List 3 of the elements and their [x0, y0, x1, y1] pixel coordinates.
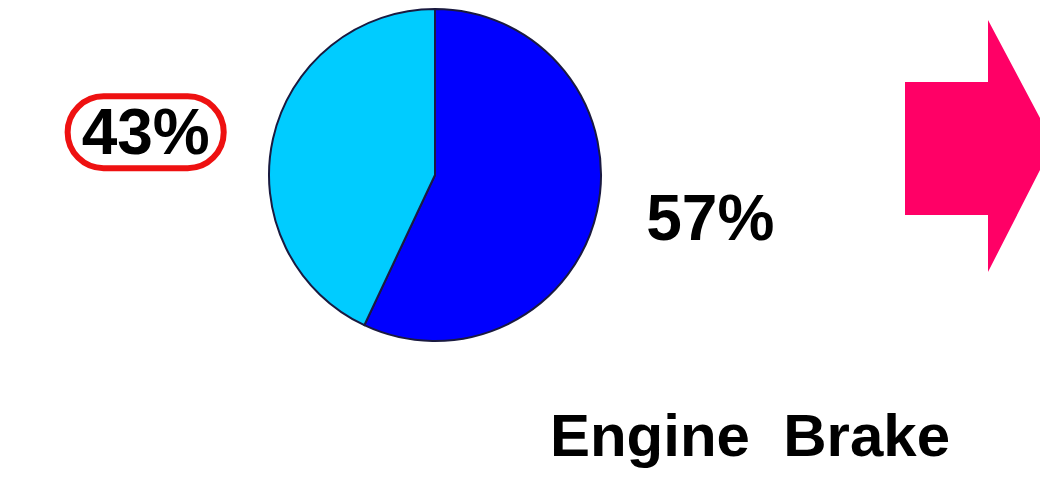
data-label: 57% — [646, 181, 775, 254]
text: Engine Brake — [549, 401, 951, 469]
data-label: 43% — [81, 96, 210, 169]
